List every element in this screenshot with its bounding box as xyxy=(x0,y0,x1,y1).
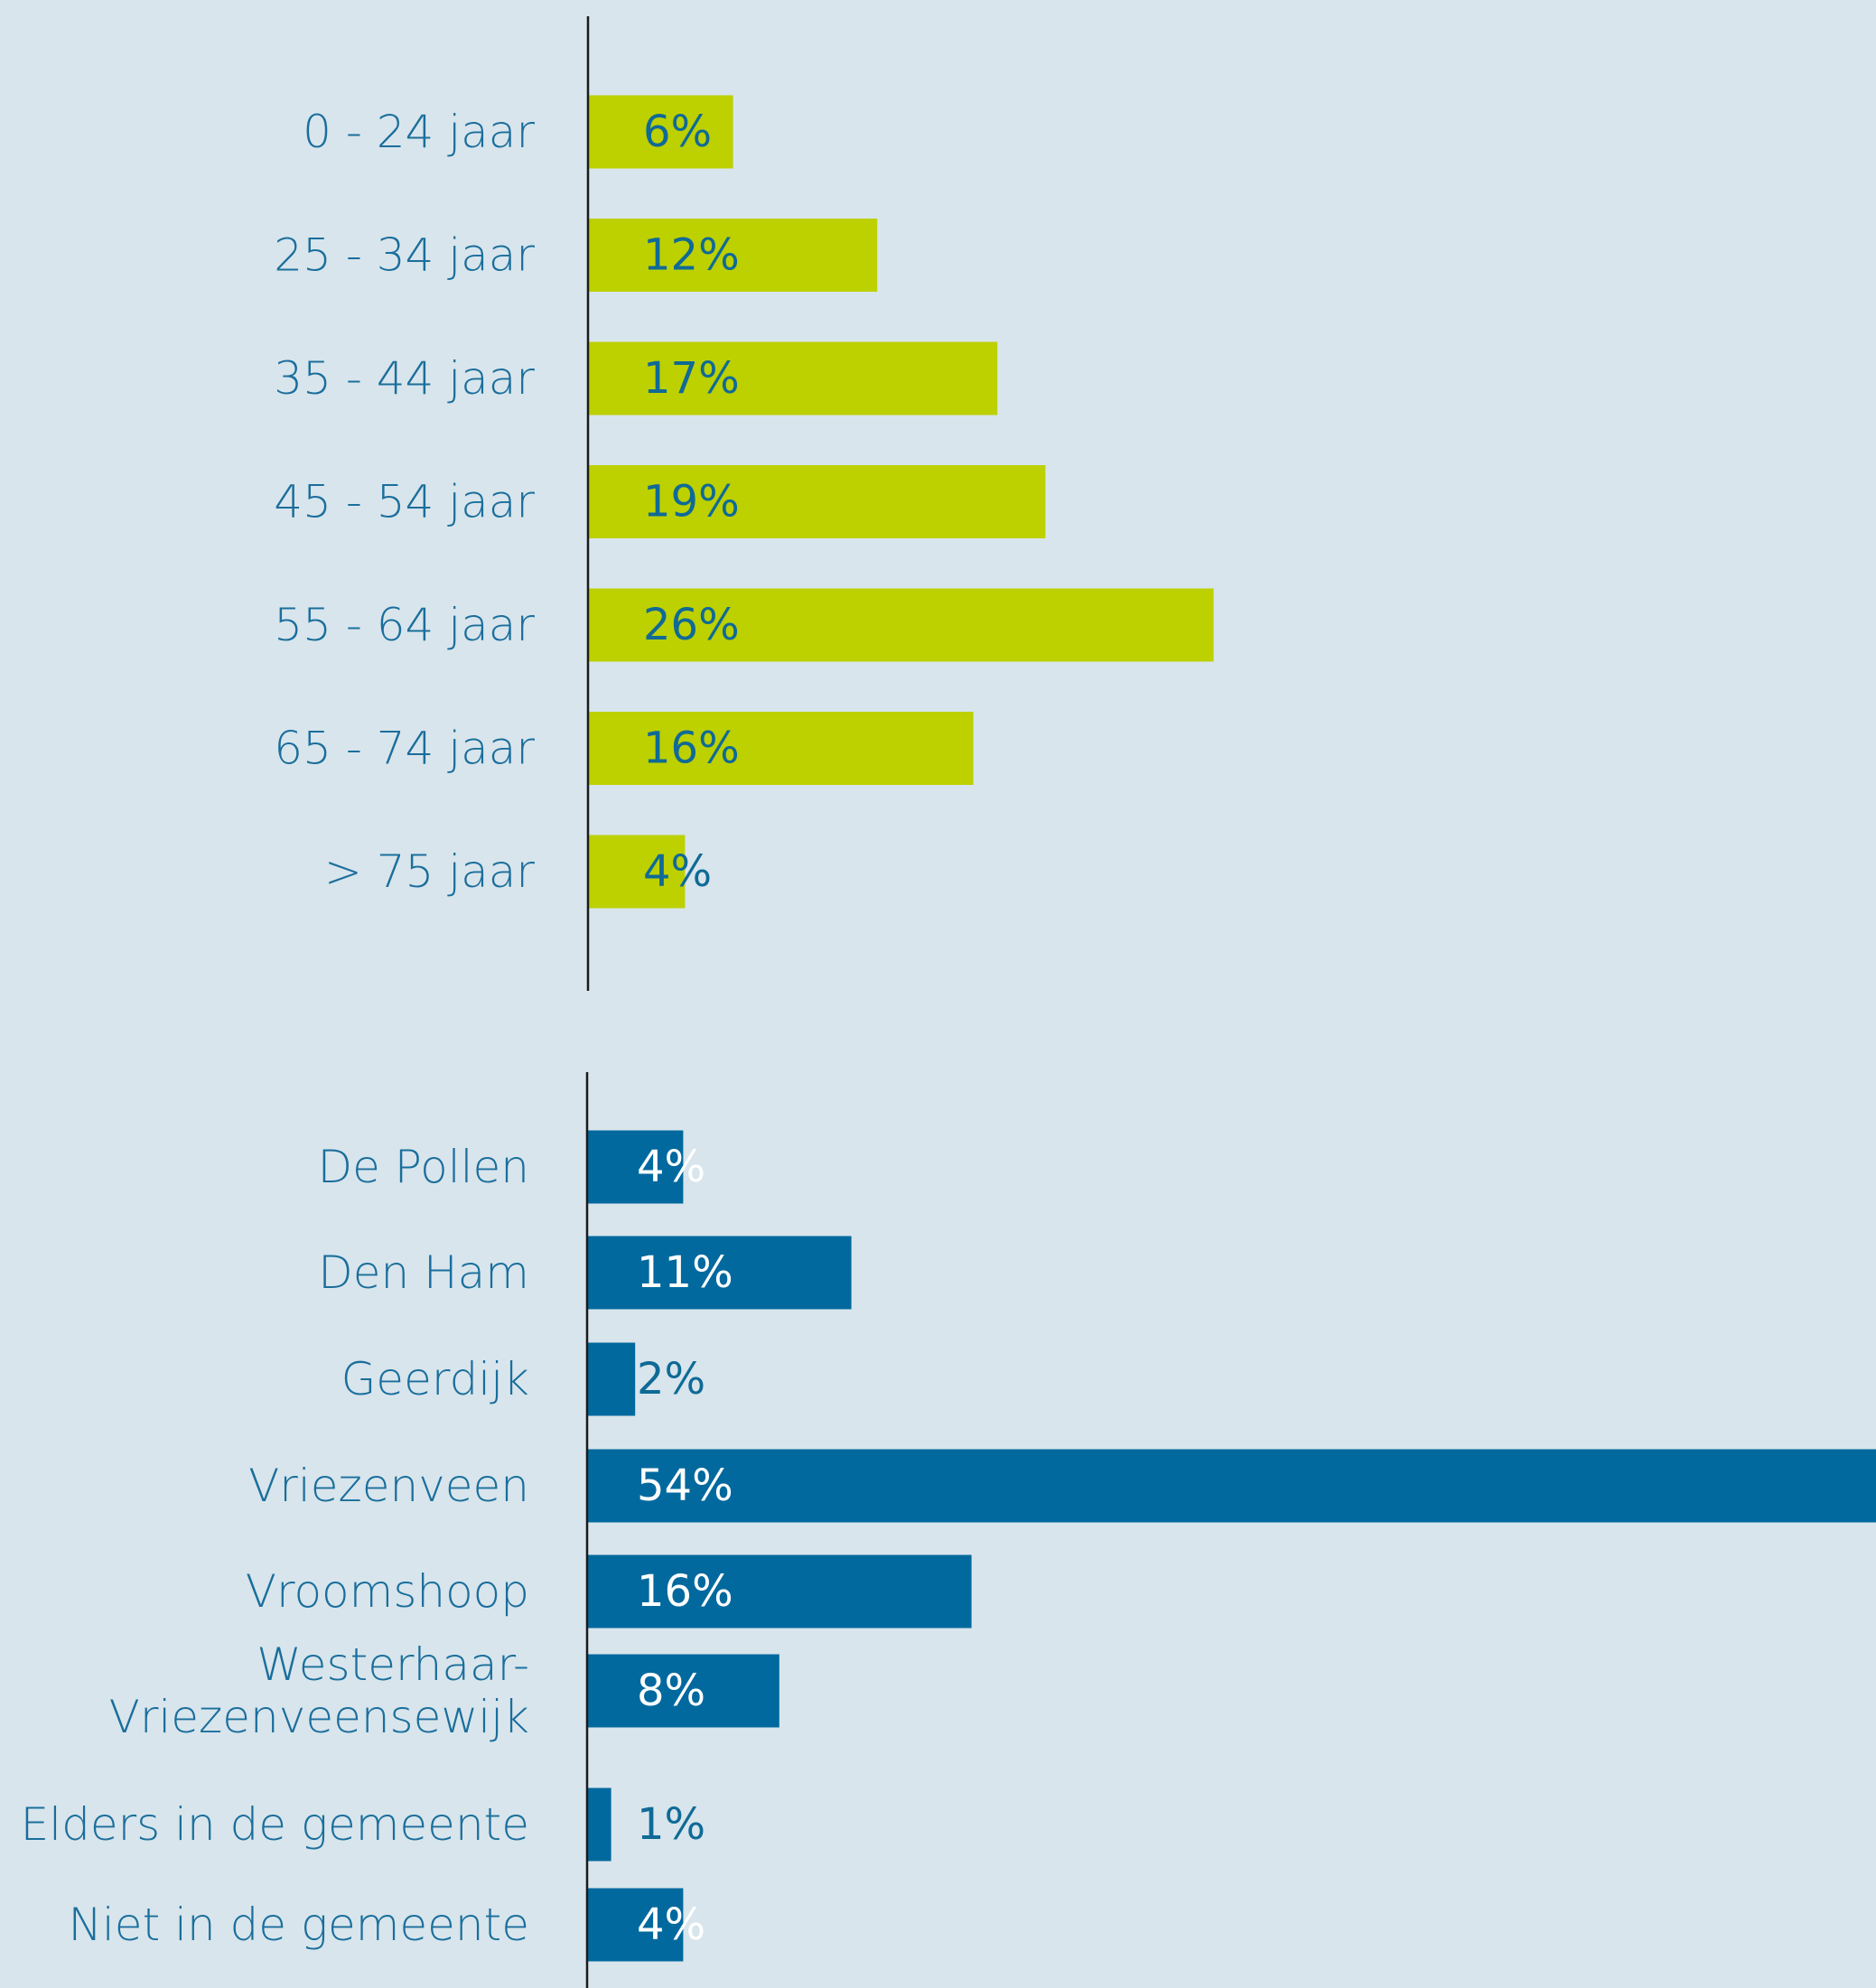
value-label: 6% xyxy=(643,107,712,157)
bar xyxy=(589,835,686,909)
category-label: Elders in de gemeente xyxy=(21,1798,529,1851)
bar xyxy=(589,219,878,292)
category-label: Vriezenveen xyxy=(248,1460,529,1512)
value-label: 8% xyxy=(637,1666,705,1716)
category-label: 0 - 24 jaar xyxy=(303,106,535,158)
age-chart: 0 - 24 jaar 6% 25 - 34 jaar 12% 35 - 44 jaar… xyxy=(274,16,1214,991)
bar xyxy=(587,1554,972,1629)
value-label: 16% xyxy=(643,723,740,774)
category-label: 35 - 44 jaar xyxy=(274,352,535,405)
bar xyxy=(587,1787,611,1862)
value-label: 16% xyxy=(637,1566,733,1617)
bar xyxy=(587,1236,852,1310)
category-label: Vroomshoop xyxy=(246,1565,529,1618)
bar xyxy=(589,341,998,415)
category-label: Den Ham xyxy=(318,1246,529,1299)
category-label: Niet in de gemeente xyxy=(69,1899,529,1951)
bar xyxy=(587,1888,684,1962)
category-label: 25 - 34 jaar xyxy=(274,229,535,282)
bar xyxy=(587,1130,684,1204)
bar xyxy=(589,712,974,785)
category-label: 45 - 54 jaar xyxy=(274,476,535,528)
value-label: 1% xyxy=(637,1799,705,1850)
value-label: 4% xyxy=(637,1142,705,1192)
value-label: 4% xyxy=(643,846,712,897)
category-label: Westerhaar- xyxy=(257,1638,529,1691)
category-label: Geerdijk xyxy=(341,1353,529,1405)
bar xyxy=(589,465,1046,538)
value-label: 17% xyxy=(643,353,740,404)
value-label: 2% xyxy=(637,1354,705,1405)
bar xyxy=(587,1449,1876,1523)
bar xyxy=(587,1342,636,1416)
category-label: 65 - 74 jaar xyxy=(274,723,535,775)
location-chart: De Pollen 4% Den Ham 11% Geerdijk 2% Vriezenve… xyxy=(21,1072,1876,1988)
bar xyxy=(587,1654,779,1728)
value-label: 19% xyxy=(643,477,740,527)
value-label: 54% xyxy=(637,1461,733,1511)
bar xyxy=(589,95,733,169)
category-label: Vriezenveensewijk xyxy=(109,1691,529,1743)
value-label: 12% xyxy=(643,230,740,281)
bar xyxy=(589,588,1214,662)
category-label: De Pollen xyxy=(318,1141,529,1193)
value-label: 11% xyxy=(637,1247,733,1298)
value-label: 4% xyxy=(637,1899,705,1950)
category-label: 55 - 64 jaar xyxy=(274,599,535,651)
category-label: > 75 jaar xyxy=(324,845,535,898)
value-label: 26% xyxy=(643,600,740,650)
